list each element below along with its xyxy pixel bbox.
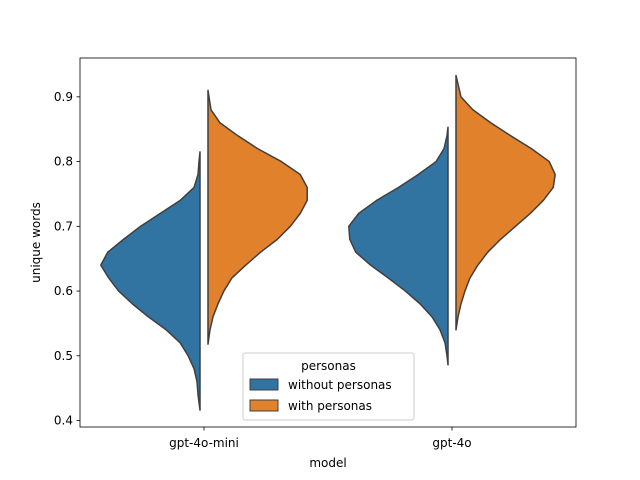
x-axis-label: model [309, 456, 346, 470]
legend-swatch-with-personas [249, 399, 279, 412]
y-tick-label: 0.9 [54, 90, 73, 104]
violins-layer [100, 74, 556, 411]
y-tick-label: 0.6 [54, 284, 73, 298]
violin-without-personas-gpt-4o [348, 126, 449, 366]
violin-with-personas-gpt-4o [455, 74, 556, 331]
violin-with-personas-gpt-4o-mini [207, 89, 308, 345]
y-axis-label: unique words [29, 202, 43, 283]
plot-frame [79, 57, 577, 428]
violin-without-personas-gpt-4o-mini [100, 151, 201, 411]
x-axis: gpt-4o-mini gpt-4o [169, 427, 472, 450]
y-tick-label: 0.4 [54, 414, 73, 428]
y-axis: 0.4 0.5 0.6 0.7 0.8 0.9 [54, 90, 80, 428]
y-tick-label: 0.8 [54, 155, 73, 169]
x-tick-label: gpt-4o-mini [169, 436, 239, 450]
legend-frame [242, 352, 415, 421]
legend-swatch-without-personas [249, 378, 279, 391]
x-tick-label: gpt-4o [432, 436, 471, 450]
legend-label-with-personas: with personas [288, 399, 372, 413]
legend-title: personas [301, 359, 356, 373]
legend-label-without-personas: without personas [288, 378, 392, 392]
legend: personas without personas with personas [242, 352, 415, 421]
y-tick-label: 0.7 [54, 219, 73, 233]
y-tick-label: 0.5 [54, 349, 73, 363]
